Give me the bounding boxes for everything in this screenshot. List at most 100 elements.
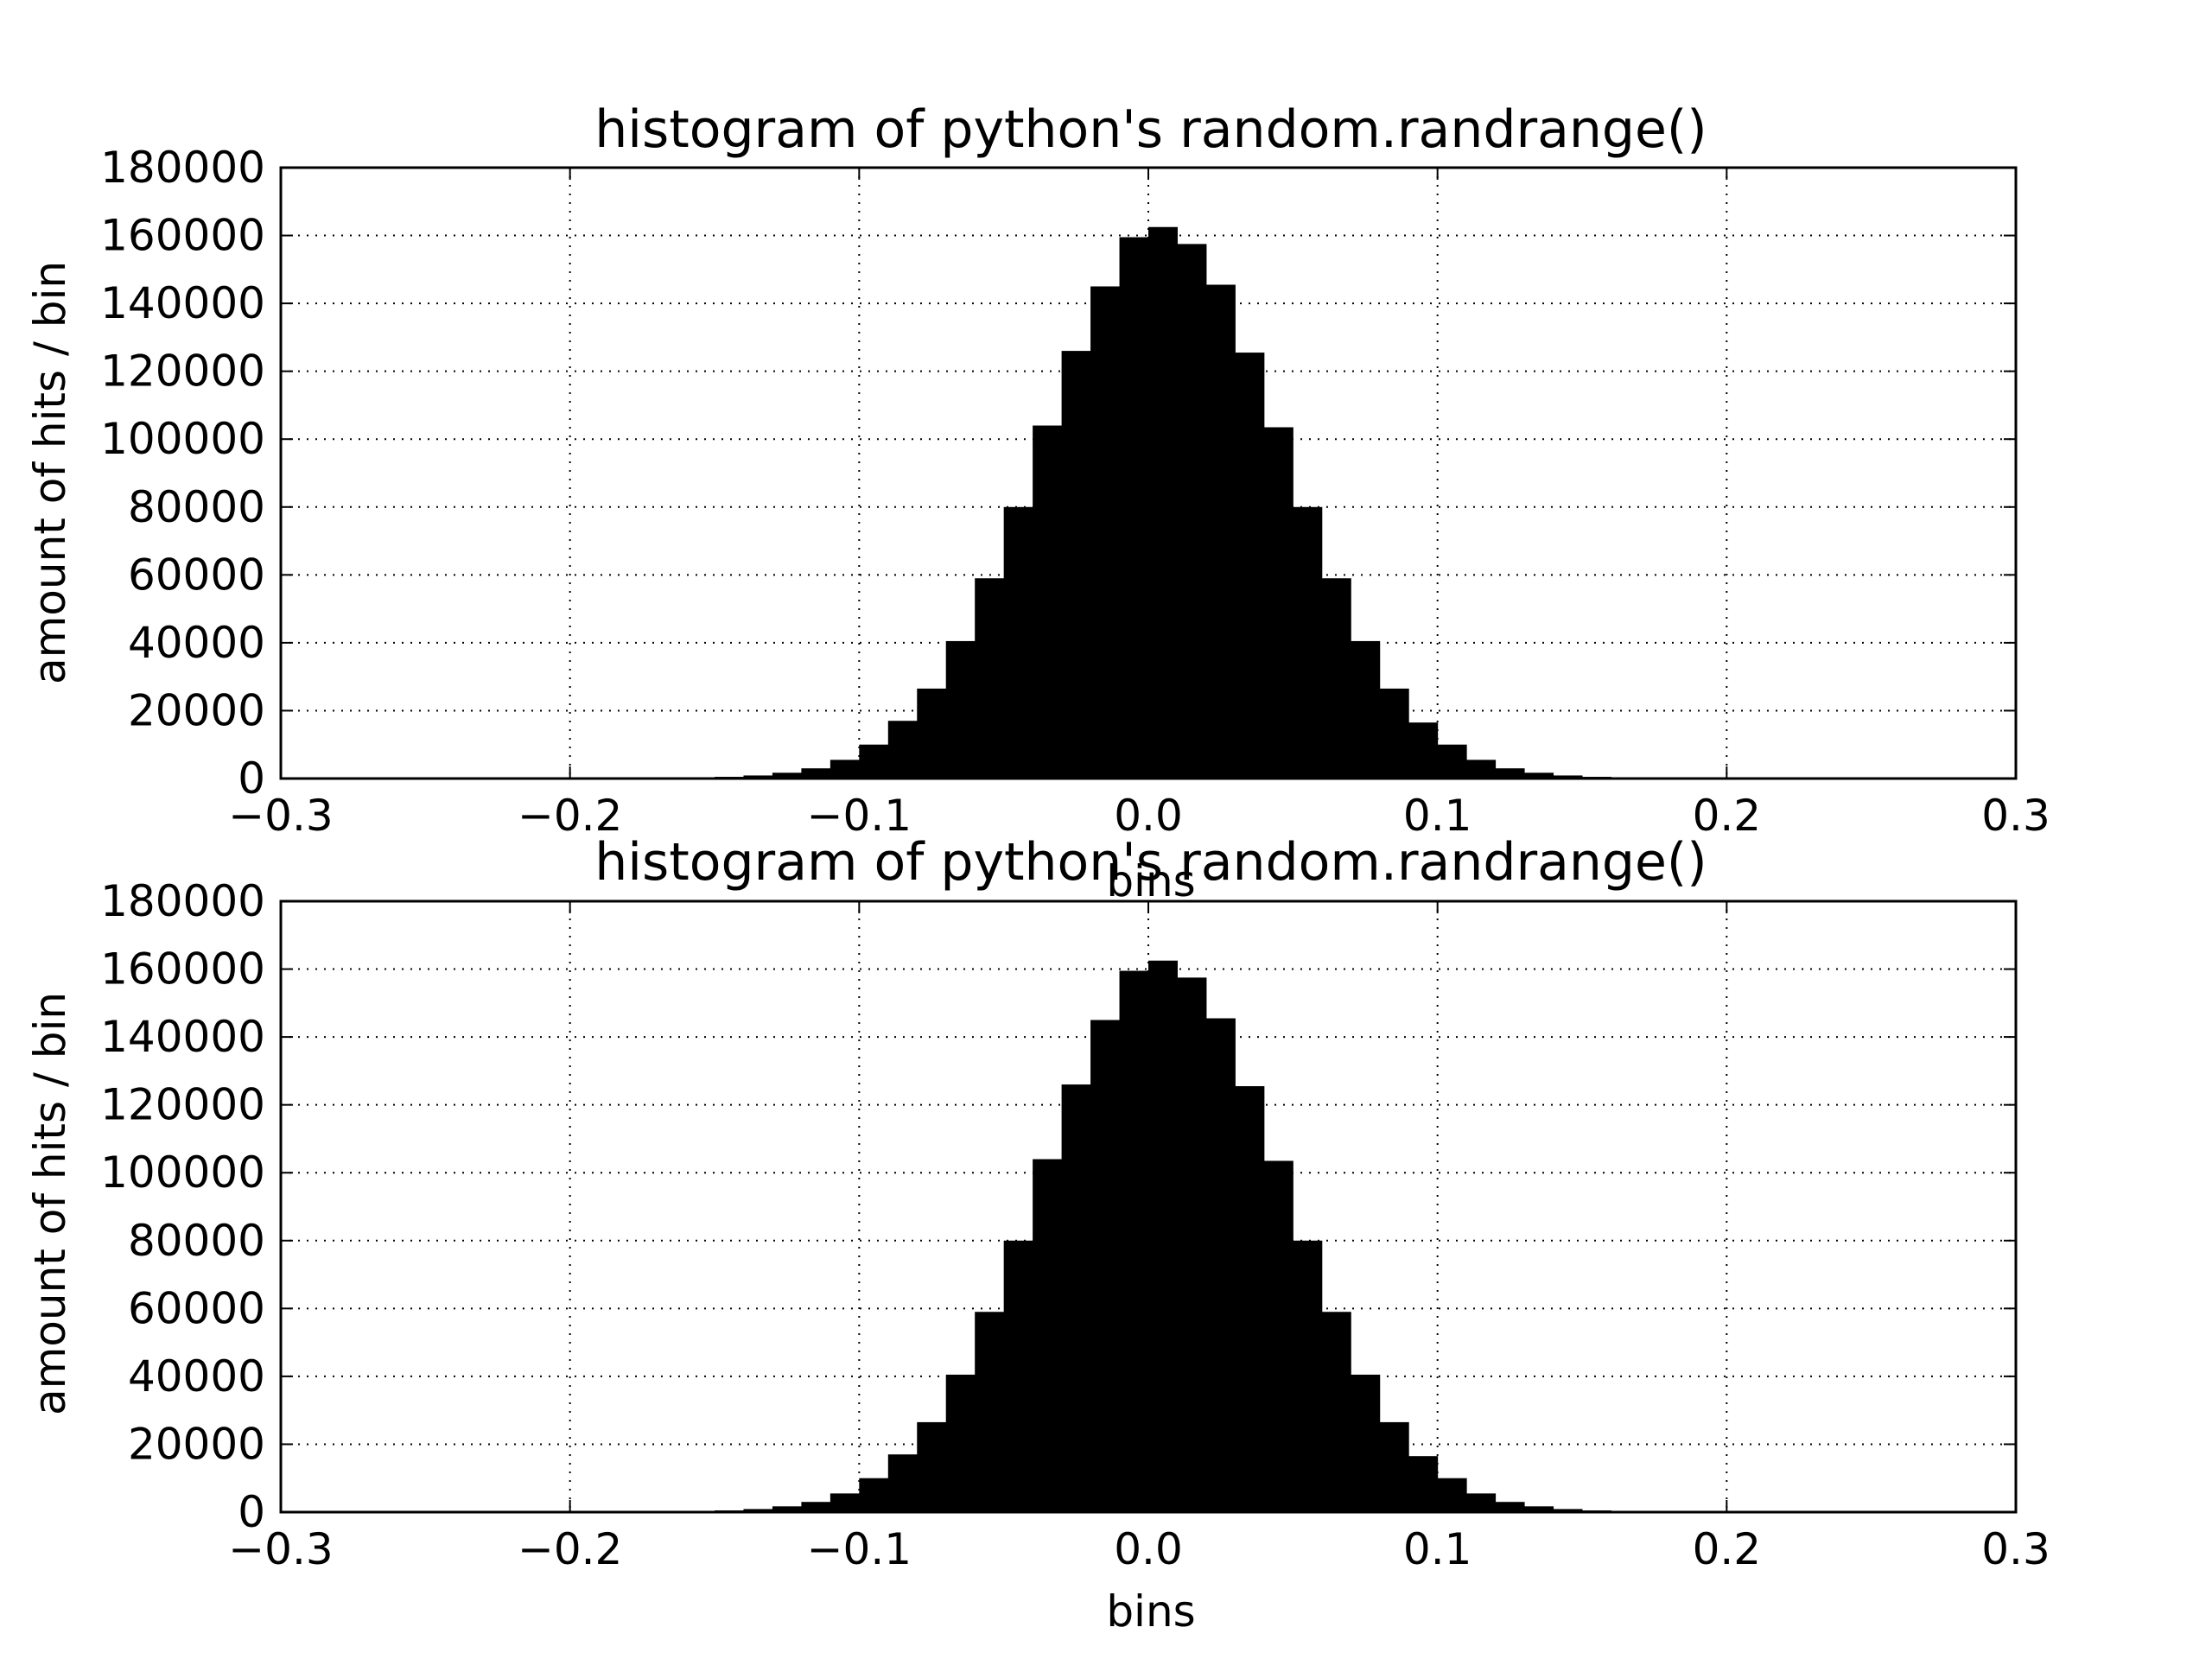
histogram-bar (1437, 1478, 1467, 1512)
histogram-bar (1495, 1502, 1525, 1512)
histogram-bar (1090, 286, 1121, 779)
histogram-bar (859, 744, 889, 779)
histogram-bar (1553, 775, 1583, 779)
histogram-bar (1351, 1374, 1381, 1512)
subplot-bottom: amount of hits / bin bins −0.3 −0.2 −0.1 0.… (25, 832, 2050, 1637)
histogram-bar (1177, 977, 1207, 1512)
y-tick-label: 0 (238, 753, 265, 804)
y-tick-label: 160000 (100, 211, 265, 261)
y-tick-label: 0 (238, 1487, 265, 1537)
x-axis-label: bins (1106, 856, 1195, 906)
chart-title: histogram of python's random.randrange() (594, 99, 1707, 160)
histogram-bar (1263, 1160, 1294, 1512)
histogram-bar (1408, 1456, 1439, 1512)
x-tick-label: 0.2 (1693, 1524, 1762, 1574)
histogram-bar (1061, 1084, 1091, 1512)
y-tick-label: 80000 (128, 482, 265, 532)
histogram-bar (1033, 1159, 1063, 1512)
histogram-bar (945, 1374, 976, 1512)
chart-title: histogram of python's random.randrange() (594, 832, 1707, 893)
histogram-bar (1003, 506, 1033, 779)
histogram-bar (1205, 284, 1236, 779)
y-tick-label: 140000 (100, 278, 265, 328)
histogram-bar (1293, 1240, 1323, 1512)
y-tick-label: 120000 (100, 346, 265, 397)
x-tick-label: −0.3 (228, 791, 333, 841)
histogram-bar (1293, 506, 1323, 779)
histogram-bar (859, 1478, 889, 1512)
y-tick-label: 180000 (100, 143, 265, 193)
histogram-bar (1321, 578, 1351, 779)
histogram-bar (743, 775, 773, 779)
histogram-bar (1408, 722, 1439, 779)
histogram-bar (772, 772, 802, 779)
bars (685, 960, 1641, 1512)
histogram-bar (1553, 1509, 1583, 1512)
y-tick-label: 180000 (100, 876, 265, 926)
histogram-bar (772, 1506, 802, 1512)
histogram-bar (801, 1502, 831, 1512)
x-tick-label: 0.0 (1114, 791, 1183, 841)
histogram-bar (830, 1493, 860, 1512)
histogram-bar (1177, 244, 1207, 779)
y-tick-label: 40000 (128, 1351, 265, 1402)
subplot-top: histogram of python's random.randrange()… (25, 99, 2050, 906)
y-tick-label: 20000 (128, 685, 265, 735)
histogram-bar (975, 578, 1005, 779)
y-axis-label: amount of hits / bin (25, 261, 75, 684)
histogram-bar (1466, 760, 1497, 779)
histogram-bar (1379, 1421, 1409, 1512)
x-tick-label: 0.1 (1403, 791, 1472, 841)
y-tick-label: 100000 (100, 1147, 265, 1198)
y-tick-label: 140000 (100, 1012, 265, 1062)
x-tick-label: −0.1 (807, 791, 912, 841)
histogram-bar (1119, 237, 1149, 779)
y-tick-label: 160000 (100, 944, 265, 995)
y-tick-label: 80000 (128, 1216, 265, 1266)
histogram-bar (801, 768, 831, 779)
histogram-bar (743, 1509, 773, 1512)
histogram-bar (887, 721, 918, 779)
histogram-bar (1235, 1086, 1265, 1512)
histogram-bar (1351, 640, 1381, 779)
x-tick-label: −0.2 (518, 791, 622, 841)
histogram-bar (1090, 1020, 1121, 1512)
x-tick-label: 0.1 (1403, 1524, 1472, 1574)
histogram-bar (1003, 1240, 1033, 1512)
y-axis-label: amount of hits / bin (25, 992, 75, 1415)
histogram-bar (917, 1421, 947, 1512)
histogram-bar (1061, 351, 1091, 779)
histogram-bar (1235, 353, 1265, 779)
x-tick-label: 0.3 (1981, 791, 2050, 841)
x-tick-label: −0.2 (518, 1524, 622, 1574)
histogram-bar (1263, 427, 1294, 779)
x-tick-label: 0.2 (1693, 791, 1762, 841)
histogram-bar (917, 688, 947, 779)
histogram-bar (1379, 688, 1409, 779)
histogram-bar (1205, 1018, 1236, 1512)
x-tick-label: 0.0 (1114, 1524, 1183, 1574)
y-tick-label: 40000 (128, 618, 265, 668)
histogram-bar (945, 640, 976, 779)
histogram-bar (1033, 425, 1063, 779)
y-tick-label: 120000 (100, 1080, 265, 1130)
y-tick-label: 60000 (128, 1283, 265, 1333)
x-tick-label: 0.3 (1981, 1524, 2050, 1574)
histogram-bar (1524, 772, 1554, 779)
y-tick-label: 60000 (128, 550, 265, 600)
histogram-bar (975, 1312, 1005, 1512)
histogram-bar (830, 760, 860, 779)
histogram-bar (1321, 1312, 1351, 1512)
histogram-bar (1495, 768, 1525, 779)
x-tick-label: −0.1 (807, 1524, 912, 1574)
histogram-bar (887, 1454, 918, 1512)
histogram-bar (1524, 1506, 1554, 1512)
x-tick-label: −0.3 (228, 1524, 333, 1574)
histogram-bar (1148, 226, 1178, 779)
histogram-bar (1119, 970, 1149, 1512)
histogram-bar (1148, 960, 1178, 1512)
histogram-bar (1466, 1493, 1497, 1512)
bars (685, 226, 1641, 779)
histogram-bar (1437, 744, 1467, 779)
